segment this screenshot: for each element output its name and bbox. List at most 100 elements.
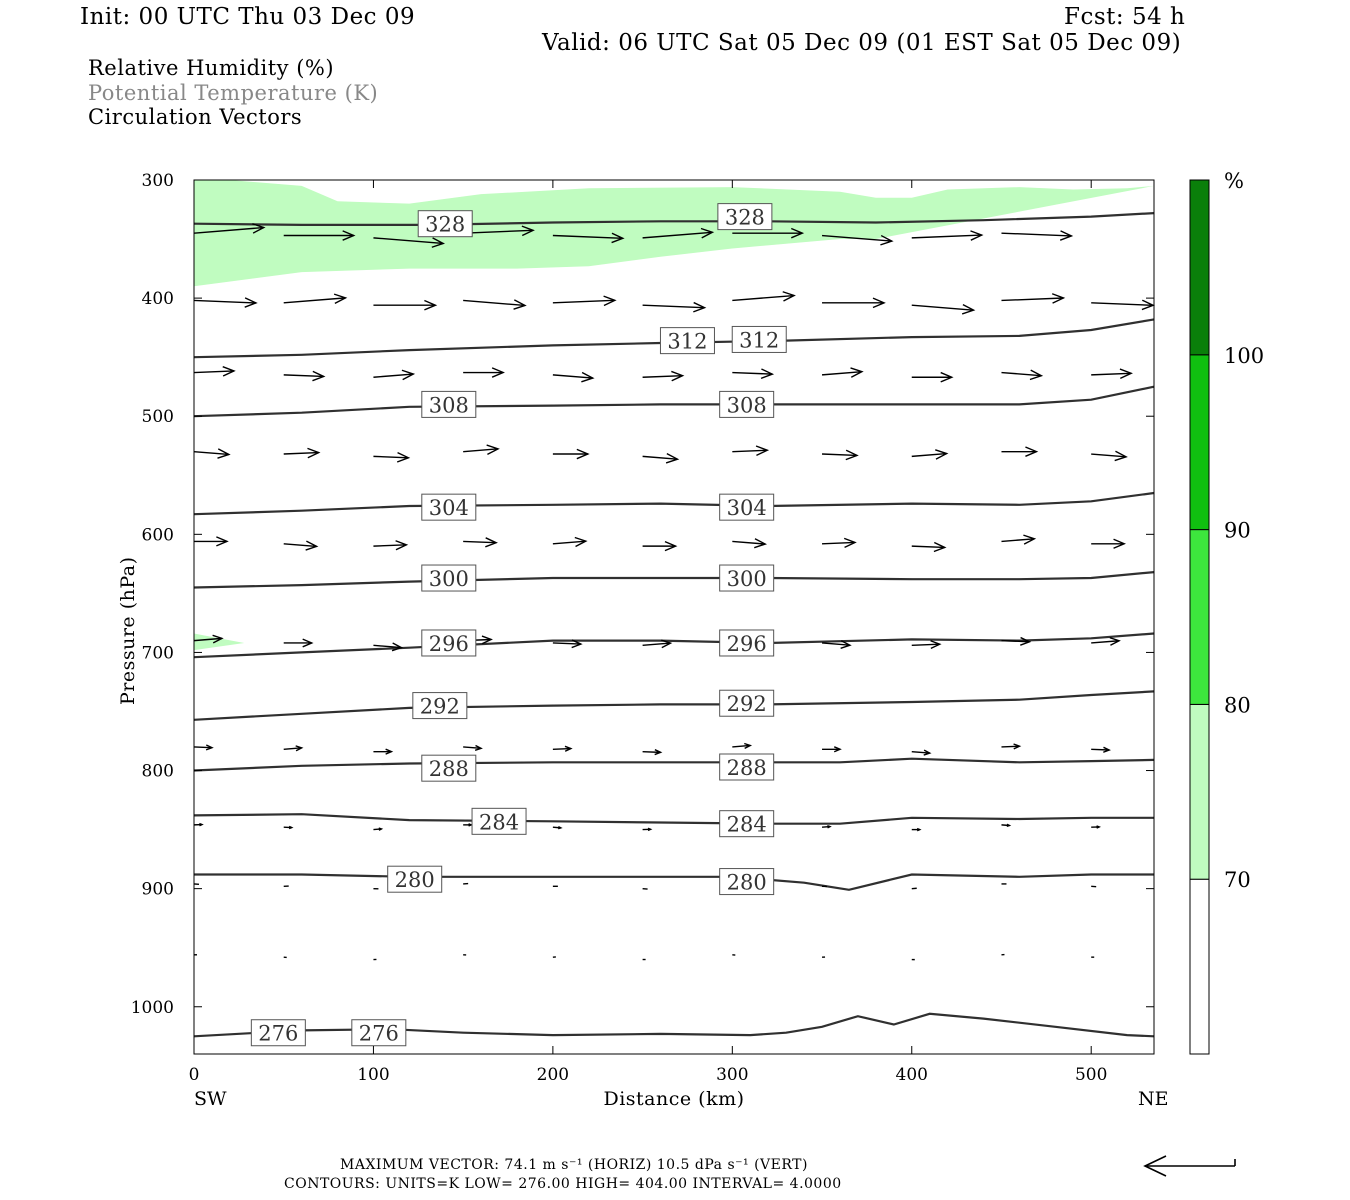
vector-head [424, 299, 438, 311]
theta-label-box [421, 493, 477, 521]
circulation-vector [1091, 368, 1133, 380]
vector-shaft [821, 234, 892, 242]
vector-head [574, 536, 588, 548]
vector-head [790, 227, 805, 239]
circulation-vector [642, 301, 707, 313]
vector-shaft [463, 299, 526, 307]
vector-shaft [552, 374, 593, 379]
rh-shading-layer [194, 180, 1154, 651]
vector-head [1109, 636, 1121, 646]
theta-label-text: 292 [420, 695, 460, 719]
vector-head [933, 541, 947, 553]
vector-shaft [732, 294, 795, 302]
theta-label-296: 296 [719, 629, 775, 657]
footer-contours: CONTOURS: UNITS=K LOW= 276.00 HIGH= 404.… [284, 1176, 842, 1192]
vector-head [333, 293, 348, 305]
vector-shaft [642, 750, 661, 754]
theta-label-box [719, 689, 775, 717]
theta-label-text: 284 [727, 813, 767, 837]
vector-head [468, 823, 473, 827]
circulation-vector [1091, 299, 1155, 311]
circulation-vector [642, 370, 685, 382]
vector-shaft [552, 234, 623, 240]
vector-head [244, 297, 258, 308]
circulation-vector [283, 825, 294, 830]
circulation-vector [1091, 538, 1126, 549]
vector-shaft [732, 540, 766, 545]
circulation-vector [822, 746, 842, 753]
vector-head [754, 538, 768, 549]
vector-shaft [1001, 371, 1042, 377]
x-end-label-left: SW [194, 1088, 227, 1110]
vector-head [581, 371, 595, 383]
vector-head [1023, 534, 1037, 545]
vector-shaft [373, 373, 414, 378]
x-tick-label: 300 [716, 1065, 748, 1085]
circulation-vector [642, 453, 680, 464]
circulation-vector [642, 639, 673, 649]
theta-contour-276 [193, 1012, 1155, 1038]
y-tick-label: 900 [142, 880, 174, 900]
circulation-vector [642, 540, 678, 552]
vector-head [833, 746, 842, 753]
theta-contour-292 [193, 690, 1155, 721]
theta-label-284: 284 [471, 807, 527, 835]
theta-contour-288 [193, 757, 1155, 772]
init-time: Init: 00 UTC Thu 03 Dec 09 [80, 4, 416, 30]
theta-label-box [351, 1019, 407, 1047]
circulation-vector [1091, 746, 1111, 753]
theta-label-box [659, 327, 715, 355]
contour-label-layer: 328 328 312 312 308 308 304 304 300 300 296 296 292 2… [250, 203, 787, 1047]
vector-shaft [1001, 639, 1030, 643]
theta-contour-328 [193, 212, 1155, 226]
theta-contour-280 [194, 873, 1154, 891]
vector-head [401, 369, 416, 381]
vector-head [391, 642, 404, 652]
y-tick-label: 300 [142, 171, 174, 191]
circulation-vector [821, 367, 864, 378]
vector-head [700, 227, 715, 239]
circulation-vector [552, 745, 573, 752]
vector-head [1051, 293, 1066, 304]
vector-head [872, 297, 886, 309]
theta-label-box [719, 493, 775, 521]
vector-shaft [1091, 640, 1120, 644]
vector-head [611, 232, 625, 244]
vector-head [930, 640, 942, 650]
theta-label-box [250, 1019, 306, 1047]
vector-shaft [1091, 302, 1154, 307]
vector-shaft [911, 750, 930, 754]
vector-head [755, 445, 770, 456]
theta-label-288: 288 [719, 753, 775, 781]
vector-head [603, 295, 617, 307]
colorbar-level-label: 100 [1224, 344, 1264, 368]
theta-label-300: 300 [421, 564, 477, 592]
circulation-vector [911, 749, 932, 756]
vector-head [840, 640, 852, 649]
circulation-vector [373, 452, 411, 463]
circulation-vector [1091, 825, 1101, 829]
colorbar-segment [1189, 703, 1210, 880]
vector-head [970, 230, 984, 241]
circulation-vector [373, 237, 446, 248]
vector-shaft [732, 744, 751, 748]
theta-label-312: 312 [731, 325, 787, 353]
circulation-vector [193, 223, 266, 234]
vector-head [1006, 823, 1012, 828]
vector-head [396, 452, 411, 463]
circulation-vector [1001, 293, 1066, 304]
theta-label-288: 288 [421, 754, 477, 782]
theta-label-box [471, 807, 527, 835]
vector-shaft [911, 643, 940, 647]
theta-label-box [417, 210, 473, 238]
circulation-vector [1001, 743, 1022, 750]
vector-head [307, 447, 321, 459]
theta-label-text: 288 [727, 756, 767, 780]
theta-label-text: 276 [359, 1022, 399, 1046]
circulation-vector [283, 293, 348, 305]
theta-label-box [421, 564, 477, 592]
x-tick-label: 0 [189, 1065, 200, 1085]
valid-time: Valid: 06 UTC Sat 05 Dec 09 (01 EST Sat … [542, 30, 1182, 56]
vector-head [485, 537, 498, 548]
vector-shaft [642, 374, 683, 378]
